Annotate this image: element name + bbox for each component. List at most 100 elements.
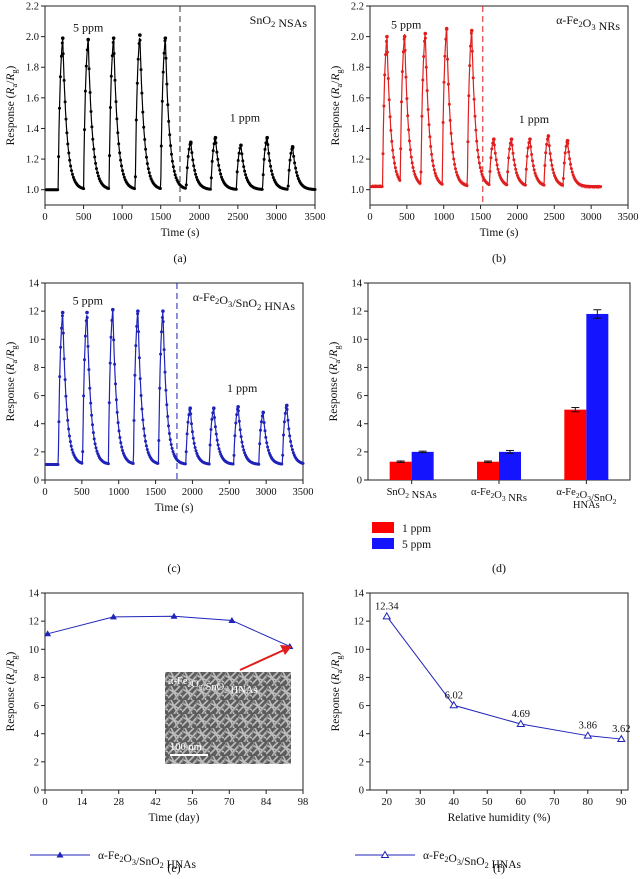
curve-point xyxy=(170,446,174,450)
curve-point xyxy=(380,185,384,189)
curve-point xyxy=(56,188,60,192)
curve-point xyxy=(406,114,410,118)
y-tick-label: 8 xyxy=(34,673,39,684)
curve-point xyxy=(64,394,68,398)
curve-point xyxy=(478,166,482,170)
curve-point xyxy=(91,431,95,435)
curve-point xyxy=(262,157,266,161)
curve-point xyxy=(194,172,198,176)
panel-caption: (d) xyxy=(492,561,506,575)
curve-point xyxy=(190,151,194,155)
curve-point xyxy=(219,172,223,176)
curve-point xyxy=(113,362,117,366)
curve-point xyxy=(285,187,289,191)
x-tick-label: 0 xyxy=(42,212,47,223)
data-label: 3.86 xyxy=(579,721,597,732)
curve-point xyxy=(465,184,469,188)
curve-point xyxy=(510,143,514,147)
curve-point xyxy=(60,41,64,45)
y-axis-label: Response (Ra/Rg) xyxy=(330,65,344,145)
y-tick-label: 12 xyxy=(29,307,40,318)
curve-point xyxy=(232,453,236,457)
curve-point xyxy=(85,316,89,320)
curve-point xyxy=(468,64,472,68)
curve-point xyxy=(240,440,244,444)
curve-point xyxy=(89,401,93,405)
curve-point xyxy=(453,162,457,166)
curve-point xyxy=(84,319,88,323)
curve-point xyxy=(267,448,270,452)
curve-point xyxy=(191,436,195,440)
curve-point xyxy=(287,427,291,431)
x-tick-label: 2500 xyxy=(544,212,565,223)
curve-point xyxy=(193,446,197,449)
curve-point xyxy=(475,139,479,143)
curve-point xyxy=(58,75,62,79)
curve-point xyxy=(387,98,391,102)
curve-point xyxy=(108,154,111,158)
response-curve xyxy=(370,28,602,190)
curve-point xyxy=(493,151,497,155)
curve-point xyxy=(208,187,212,191)
curve-point xyxy=(423,36,427,40)
curve-point xyxy=(599,185,603,189)
y-tick-label: 14 xyxy=(29,589,40,600)
y-tick-label: 2.0 xyxy=(26,32,39,43)
curve-point xyxy=(158,386,162,390)
curve-point xyxy=(399,147,403,151)
curve-point xyxy=(257,462,261,466)
curve-point xyxy=(391,148,395,152)
curve-point xyxy=(187,147,191,151)
curve-point xyxy=(547,144,551,148)
curve-point xyxy=(183,462,187,466)
curve-point xyxy=(569,162,572,166)
curve-point xyxy=(132,419,136,422)
curve-point xyxy=(561,177,565,180)
curve-point xyxy=(144,444,148,448)
curve-point xyxy=(161,70,165,74)
y-axis-label: Response (Ra/Rg) xyxy=(5,651,19,731)
curve-point xyxy=(523,183,527,187)
curve-point xyxy=(467,94,471,98)
curve-point xyxy=(57,155,61,159)
curve-point xyxy=(190,422,193,426)
panel-b: 1.0 1.2 1.4 1.6 1.8 2.0 2.2 0 500 1000 1500 2000 250… xyxy=(330,2,639,240)
curve-point xyxy=(210,159,214,163)
curve-point xyxy=(404,75,408,79)
curve-point xyxy=(70,169,73,173)
curve-point xyxy=(209,176,213,180)
curve-point xyxy=(185,166,189,170)
curve-point xyxy=(454,170,458,174)
peak-point xyxy=(265,135,269,140)
bar-5ppm xyxy=(411,451,434,480)
curve-point xyxy=(384,53,388,57)
bar-5ppm xyxy=(499,451,521,480)
y-tick-label: 2 xyxy=(359,757,364,768)
curve-point xyxy=(94,446,98,450)
y-tick-label: 2 xyxy=(357,447,362,458)
curve-point xyxy=(424,65,428,69)
curve-point xyxy=(390,139,394,143)
y-tick-label: 4 xyxy=(34,419,40,430)
curve-point xyxy=(61,52,65,56)
curve-point xyxy=(141,418,145,422)
curve-point xyxy=(512,158,516,162)
curve-point xyxy=(67,151,71,155)
curve-point xyxy=(418,181,422,185)
curve-point xyxy=(472,97,476,101)
curve-point xyxy=(162,51,166,55)
curve-point xyxy=(144,147,148,151)
x-tick-label: 28 xyxy=(113,797,124,808)
curve-point xyxy=(530,153,534,156)
curve-point xyxy=(83,128,86,132)
curve-point xyxy=(398,178,402,182)
curve-point xyxy=(241,445,245,448)
peak-point xyxy=(236,405,240,409)
curve-point xyxy=(409,155,413,159)
curve-point xyxy=(293,161,297,165)
data-label: 6.02 xyxy=(445,690,463,701)
curve-point xyxy=(109,74,113,78)
x-tick-label: 56 xyxy=(187,797,198,808)
curve-point xyxy=(83,89,87,93)
curve-point xyxy=(240,152,244,156)
